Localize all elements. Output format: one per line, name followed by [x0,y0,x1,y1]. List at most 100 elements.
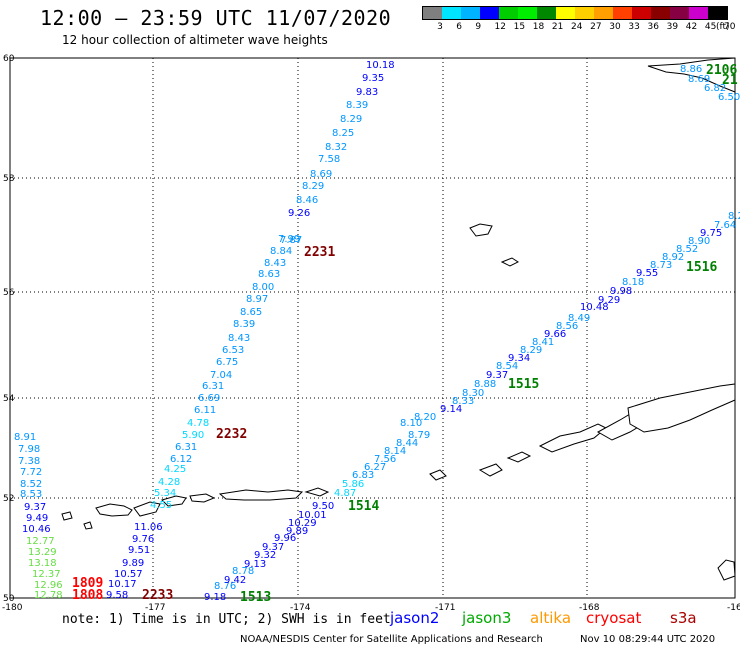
altimeter-tracks: 10.189.359.838.398.298.258.327.588.698.2… [14,60,740,603]
longitude-label: -171 [435,603,455,613]
color-scale-label: 30 [609,22,621,32]
wave-height-value: 8.79 [408,430,430,441]
wave-height-value: 10.29 [288,518,317,529]
wave-height-value: 9.83 [356,87,378,98]
footer-timestamp: Nov 10 08:29:44 UTC 2020 [580,634,716,645]
wave-height-value: 12.96 [34,580,63,591]
wave-height-value: 8.52 [20,479,42,490]
wave-height-value: 9.14 [440,404,462,415]
wave-height-value: 8.46 [296,195,318,206]
wave-height-value: 6.75 [216,357,238,368]
wave-height-value: 8.43 [264,258,286,269]
aleutian-island [304,487,330,497]
wave-height-value: 4.28 [158,477,180,488]
wave-height-value: 9.29 [598,295,620,306]
pass-time-label: 1808 [72,588,103,603]
wave-height-value: 12.37 [32,569,61,580]
longitude-label: -16 [727,603,740,613]
pass-time-label: 2232 [216,427,247,442]
latitude-label: 58 [3,174,15,184]
wave-height-value: 6.53 [222,345,244,356]
wave-height-value: 9.76 [132,534,154,545]
wave-height-value: 9.89 [122,558,144,569]
wave-height-value: 9.13 [244,559,266,570]
wave-height-value: 8.92 [662,252,684,263]
wave-height-value: 7.64 [714,220,736,231]
legend-item-altika: altika [530,609,572,627]
longitude-label: -180 [2,603,23,613]
wave-height-value: 8.44 [396,438,418,449]
pass-time-label: 2233 [142,588,173,603]
footer-credit: NOAA/NESDIS Center for Satellite Applica… [240,634,543,645]
wave-height-value: 8.43 [228,333,250,344]
longitude-label: -177 [145,603,165,613]
pass-time-label: 2106 [706,63,737,78]
color-scale-swatch [499,7,518,19]
wave-height-value: 9.34 [508,353,530,364]
wave-height-value: 7.38 [18,456,40,467]
color-scale-swatch [442,7,461,19]
page-title: 12:00 – 23:59 UTC 11/07/2020 [40,6,392,30]
wave-height-value: 8.73 [650,260,672,271]
alaska-peninsula [627,383,736,433]
wave-height-value: 7.58 [318,154,340,165]
wave-height-value: 10.48 [580,302,609,313]
alaska-mainland [647,57,736,93]
color-scale-label: 45 [704,22,717,32]
wave-height-value: 8.29 [520,345,542,356]
wave-height-value: 8.20 [414,412,436,423]
wave-height-value: 6.27 [364,462,386,473]
wave-height-value: 7.99 [278,234,300,245]
color-scale-swatch [689,7,708,19]
wave-height-value: 8.41 [532,337,554,348]
wave-height-value: 8.69 [688,74,710,85]
wave-height-value: 8.39 [233,319,255,330]
wave-height-value: 8.97 [246,294,268,305]
aleutian-island [161,495,187,507]
wave-height-value: 10.17 [108,579,137,590]
wave-height-value: 5.34 [154,488,176,499]
wave-height-value: 8.30 [462,388,484,399]
wave-height-value: 8.14 [384,446,406,457]
legend-item-jason3: jason3 [462,609,512,627]
wave-height-color-scale [422,6,728,20]
wave-height-value: 8.39 [346,100,368,111]
footer-note: note: 1) Time is in UTC; 2) SWH is in fe… [62,612,391,627]
land-masses [61,57,736,581]
wave-height-value: 8.18 [622,277,644,288]
wave-height-value: 4.78 [187,418,209,429]
color-scale-label: 42 [685,22,698,32]
wave-height-value: 8.00 [252,282,274,293]
wave-height-value: 6.11 [194,405,216,416]
latitude-label: 50 [3,594,15,604]
pass-time-label: 1516 [686,260,717,275]
aleutian-island [61,511,73,521]
pass-time-label: 1515 [508,377,539,392]
wave-height-value: 10.18 [366,60,395,71]
pribilof-island [469,223,493,237]
wave-height-value: 9.37 [486,370,508,381]
wave-height-value: 8.33 [452,396,474,407]
color-scale-swatch [708,7,727,19]
color-scale-label: 9 [475,22,482,32]
wave-height-value: 8.49 [568,313,590,324]
wave-height-value: 9.75 [700,228,722,239]
color-scale-label: 15 [513,22,526,32]
longitude-label: -168 [579,603,600,613]
wave-height-value: 12.77 [26,536,55,547]
wave-height-value: 8.52 [676,244,698,255]
page-subtitle: 12 hour collection of altimeter wave hei… [62,33,328,47]
color-scale-swatch [670,7,689,19]
wave-height-value: 4.87 [334,488,356,499]
color-scale-label: 27 [590,22,602,32]
wave-height-value: 13.29 [28,547,57,558]
wave-height-value: 10.57 [114,569,143,580]
pass-time-label: 2231 [304,245,335,260]
color-scale-label: 39 [666,22,679,32]
latitude-label: 56 [3,288,15,298]
wave-height-value: 8.78 [232,566,254,577]
map-frame [9,57,736,599]
aleutian-island [538,423,607,453]
color-scale-swatch [518,7,537,19]
